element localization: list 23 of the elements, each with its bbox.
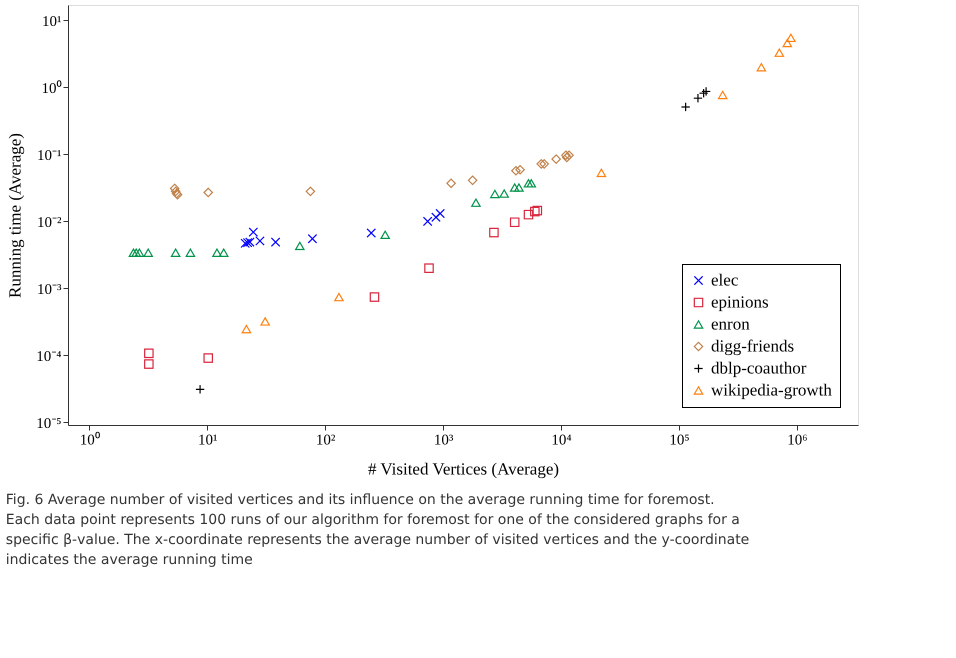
x-tick-label: 10⁴ bbox=[551, 432, 572, 448]
legend-label: epinions bbox=[711, 292, 769, 312]
x-tick-label: 10⁶ bbox=[787, 432, 808, 448]
y-tick-label: 10⁻³ bbox=[37, 282, 62, 298]
x-tick-label: 10⁰ bbox=[80, 432, 100, 448]
y-tick-label: 10⁻⁴ bbox=[36, 348, 62, 365]
x-axis-title: # Visited Vertices (Average) bbox=[368, 460, 560, 478]
legend-label: digg-friends bbox=[711, 336, 794, 356]
legend-label: wikipedia-growth bbox=[711, 380, 832, 400]
y-tick-label: 10⁻⁵ bbox=[36, 416, 62, 432]
y-tick-label: 10⁰ bbox=[42, 80, 62, 97]
legend-label: dblp-coauthor bbox=[711, 358, 807, 378]
legend-label: elec bbox=[711, 270, 739, 290]
y-tick-label: 10¹ bbox=[42, 14, 62, 30]
caption: Fig. 6 Average number of visited vertices and its influence on the average running time for foremost. Each data point represents 100 runs of our algorithm for foremost for one of the considered graphs for a specific β-value. The x-coordinate represents the average number of visited vertices and the y-coordinate indicates the average running time bbox=[6, 492, 750, 568]
x-tick-label: 10⁵ bbox=[669, 432, 690, 448]
y-tick-label: 10⁻² bbox=[37, 214, 62, 231]
legend-label: enron bbox=[711, 314, 750, 334]
y-axis-title: Running time (Average) bbox=[5, 133, 24, 298]
y-tick-label: 10⁻¹ bbox=[37, 148, 62, 164]
x-tick-label: 10³ bbox=[434, 432, 454, 448]
x-tick-label: 10¹ bbox=[198, 432, 218, 448]
x-tick-label: 10² bbox=[316, 432, 336, 448]
